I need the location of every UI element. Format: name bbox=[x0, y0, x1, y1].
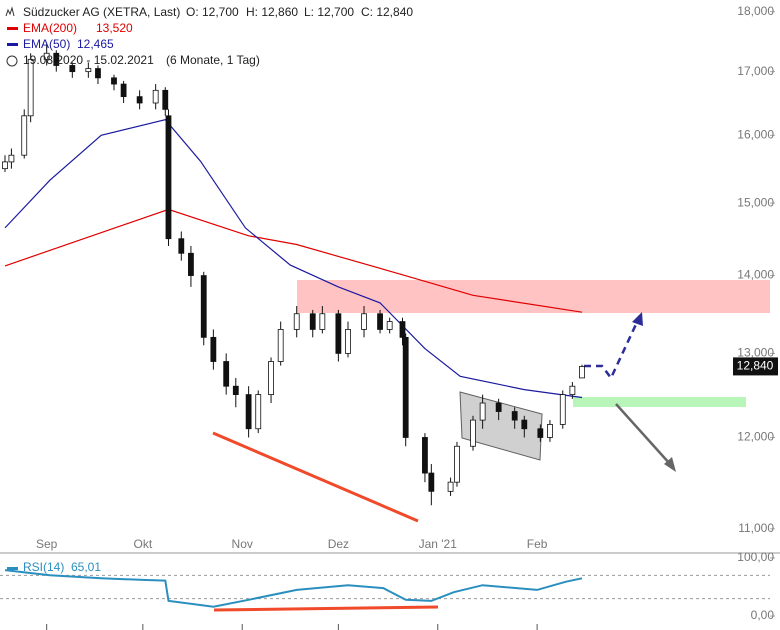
legend-value: 13,520 bbox=[96, 21, 133, 35]
candle-body bbox=[152, 89, 159, 104]
legend-label: EMA(50) bbox=[23, 37, 70, 51]
candle-body bbox=[162, 89, 169, 110]
candle-body bbox=[479, 402, 486, 421]
candle-body bbox=[319, 313, 326, 330]
y-tick-label: 13,000 bbox=[737, 346, 774, 360]
candle-body bbox=[136, 96, 143, 104]
candle-body bbox=[223, 361, 230, 387]
ohlc-label: L: 12,700 bbox=[304, 5, 354, 19]
candle-body bbox=[268, 361, 274, 395]
candle-body bbox=[21, 115, 28, 156]
candle-body bbox=[537, 428, 544, 438]
y-tick-label: 100,00 bbox=[737, 550, 774, 564]
candle-body bbox=[85, 68, 92, 73]
candle-body bbox=[345, 329, 351, 354]
candle-body bbox=[43, 52, 50, 60]
y-tick-label: 16,000 bbox=[737, 127, 774, 141]
candle-body bbox=[120, 83, 127, 98]
candle-body bbox=[547, 424, 553, 438]
legend: Südzucker AG (XETRA, Last) O: 12,700 H: … bbox=[5, 5, 413, 574]
rsi-label: RSI(14) bbox=[23, 560, 64, 574]
clock-icon bbox=[6, 55, 18, 67]
candle-body bbox=[111, 77, 117, 85]
y-tick-label: 0,00 bbox=[751, 608, 775, 622]
resistance-zone bbox=[297, 280, 770, 313]
trend-line bbox=[212, 431, 419, 523]
y-tick-label: 14,000 bbox=[737, 268, 774, 282]
rsi-trend-line bbox=[213, 605, 439, 612]
y-tick-label: 12,000 bbox=[737, 430, 774, 444]
legend-swatch bbox=[7, 27, 18, 30]
candle-body bbox=[293, 313, 300, 330]
x-tick-label: Okt bbox=[134, 537, 153, 551]
last-price-box bbox=[733, 357, 778, 376]
arrow-head bbox=[632, 312, 643, 326]
y-tick-label: 18,000 bbox=[737, 4, 774, 18]
candle-body bbox=[2, 161, 8, 170]
x-tick-label: Nov bbox=[232, 537, 253, 551]
candle-body bbox=[402, 336, 409, 438]
y-tick-label: 15,000 bbox=[737, 195, 774, 209]
candle-body bbox=[454, 445, 460, 483]
last-price-label: 12,840 bbox=[737, 359, 774, 373]
candle-body bbox=[245, 394, 252, 430]
candle-body bbox=[447, 481, 454, 492]
x-tick-label: Dez bbox=[328, 537, 349, 551]
arrow-head bbox=[664, 457, 676, 472]
candle-body bbox=[495, 402, 502, 412]
date-range: 19.08.2020 - 15.02.2021 bbox=[23, 53, 154, 67]
plot: 11,000 12,000 13,000 14,000 15,000 16,000 17,0… bbox=[0, 4, 778, 630]
legend-value: 12,465 bbox=[77, 37, 114, 51]
down-arrow bbox=[615, 403, 671, 465]
candle-body bbox=[232, 385, 239, 395]
candle-body bbox=[200, 275, 207, 338]
candle-body bbox=[277, 329, 284, 362]
up-arrow bbox=[584, 319, 640, 381]
candle-body bbox=[178, 238, 185, 254]
support-zone bbox=[573, 397, 746, 407]
candle-body bbox=[8, 154, 15, 163]
candle-body bbox=[188, 252, 194, 276]
candle-body bbox=[377, 313, 383, 330]
candle-body bbox=[569, 385, 576, 395]
rsi-line bbox=[4, 569, 583, 608]
legend-swatch bbox=[7, 43, 18, 46]
chart-title: Südzucker AG (XETRA, Last) bbox=[23, 5, 180, 19]
y-tick-label: 17,000 bbox=[737, 64, 774, 78]
range-note: (6 Monate, 1 Tag) bbox=[166, 53, 260, 67]
rsi-value: 65,01 bbox=[71, 560, 101, 574]
candle-body bbox=[399, 321, 406, 338]
candle-body bbox=[559, 394, 566, 425]
candle-body bbox=[210, 336, 217, 362]
candle-body bbox=[255, 394, 262, 430]
ohlc-label: H: 12,860 bbox=[246, 5, 298, 19]
candle-body bbox=[521, 419, 528, 430]
candle-body bbox=[579, 366, 585, 379]
ohlc-label: C: 12,840 bbox=[361, 5, 413, 19]
candle-body bbox=[27, 58, 34, 117]
candle-body bbox=[470, 419, 476, 447]
x-tick-label: Sep bbox=[36, 537, 58, 551]
candle-body bbox=[69, 65, 76, 73]
ohlc-label: O: 12,700 bbox=[186, 5, 239, 19]
candle-body bbox=[309, 313, 316, 330]
candle-body bbox=[361, 313, 367, 330]
y-tick-label: 11,000 bbox=[738, 521, 774, 535]
legend-swatch bbox=[7, 567, 18, 570]
candle-body bbox=[422, 437, 428, 474]
candle-body bbox=[428, 472, 435, 492]
candle-body bbox=[165, 115, 172, 240]
chart-icon bbox=[5, 6, 15, 17]
x-tick-label: Jan '21 bbox=[419, 537, 458, 551]
candle-body bbox=[53, 52, 60, 66]
ema-line bbox=[4, 119, 583, 399]
legend-label: EMA(200) bbox=[23, 21, 77, 35]
candle-body bbox=[95, 68, 101, 79]
x-tick-label: Feb bbox=[527, 537, 548, 551]
candle-body bbox=[511, 411, 518, 421]
candle-body bbox=[335, 313, 342, 354]
candle-body bbox=[386, 321, 393, 330]
